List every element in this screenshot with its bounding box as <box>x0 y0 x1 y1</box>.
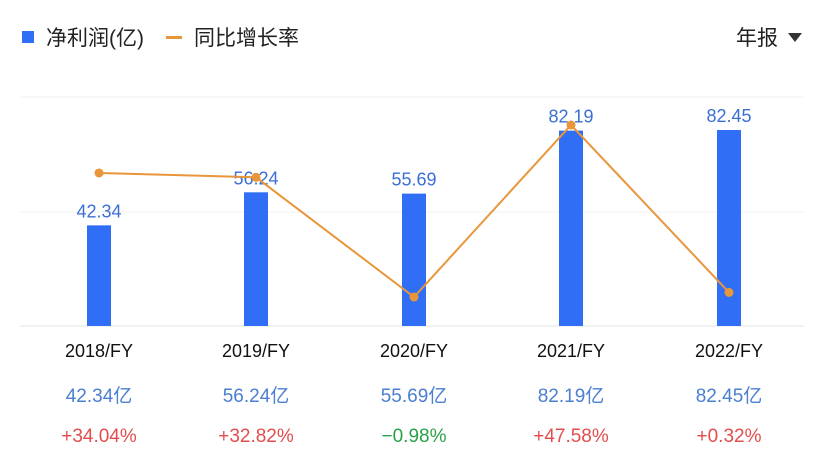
period-selector-label: 年报 <box>736 27 778 50</box>
bar <box>244 192 268 326</box>
legend: 净利润(亿) 同比增长率 <box>22 22 321 52</box>
growth-rate-value: +34.04% <box>61 426 137 447</box>
growth-rate-point <box>94 168 104 178</box>
bar <box>87 225 111 326</box>
growth-rate-value: +0.32% <box>697 426 762 447</box>
growth-rate-value: −0.98% <box>382 426 447 447</box>
growth-rate-point <box>724 287 734 297</box>
growth-rate-value: +47.58% <box>533 426 609 447</box>
category-label: 2022/FY <box>695 341 763 361</box>
net-profit-value: 42.34亿 <box>66 385 133 407</box>
category-label: 2020/FY <box>380 341 448 361</box>
legend-item-net-profit[interactable]: 净利润(亿) <box>22 22 144 52</box>
growth-rate-point <box>566 120 576 130</box>
net-profit-value: 82.45亿 <box>696 385 763 407</box>
category-label: 2018/FY <box>65 341 133 361</box>
growth-rate-point <box>251 172 261 182</box>
growth-rate-point <box>409 292 419 302</box>
caret-down-icon <box>788 32 802 42</box>
period-selector[interactable]: 年报 <box>736 22 802 52</box>
legend-bar-swatch <box>22 31 34 43</box>
net-profit-value: 82.19亿 <box>538 385 605 407</box>
bar-value-label: 42.34 <box>76 201 121 221</box>
legend-line-swatch <box>166 35 182 39</box>
legend-growth-rate-label: 同比增长率 <box>194 27 299 50</box>
growth-rate-value: +32.82% <box>218 426 294 447</box>
bar <box>559 130 583 326</box>
net-profit-value: 55.69亿 <box>381 385 448 407</box>
legend-net-profit-label: 净利润(亿) <box>46 27 144 50</box>
legend-item-growth-rate[interactable]: 同比增长率 <box>166 22 299 52</box>
category-label: 2019/FY <box>222 341 290 361</box>
bar-value-label: 55.69 <box>391 170 436 190</box>
bar <box>402 193 426 326</box>
bar-value-label: 82.45 <box>706 106 751 126</box>
bar-value-label: 82.19 <box>548 107 593 127</box>
net-profit-value: 56.24亿 <box>223 385 290 407</box>
category-label: 2021/FY <box>537 341 605 361</box>
